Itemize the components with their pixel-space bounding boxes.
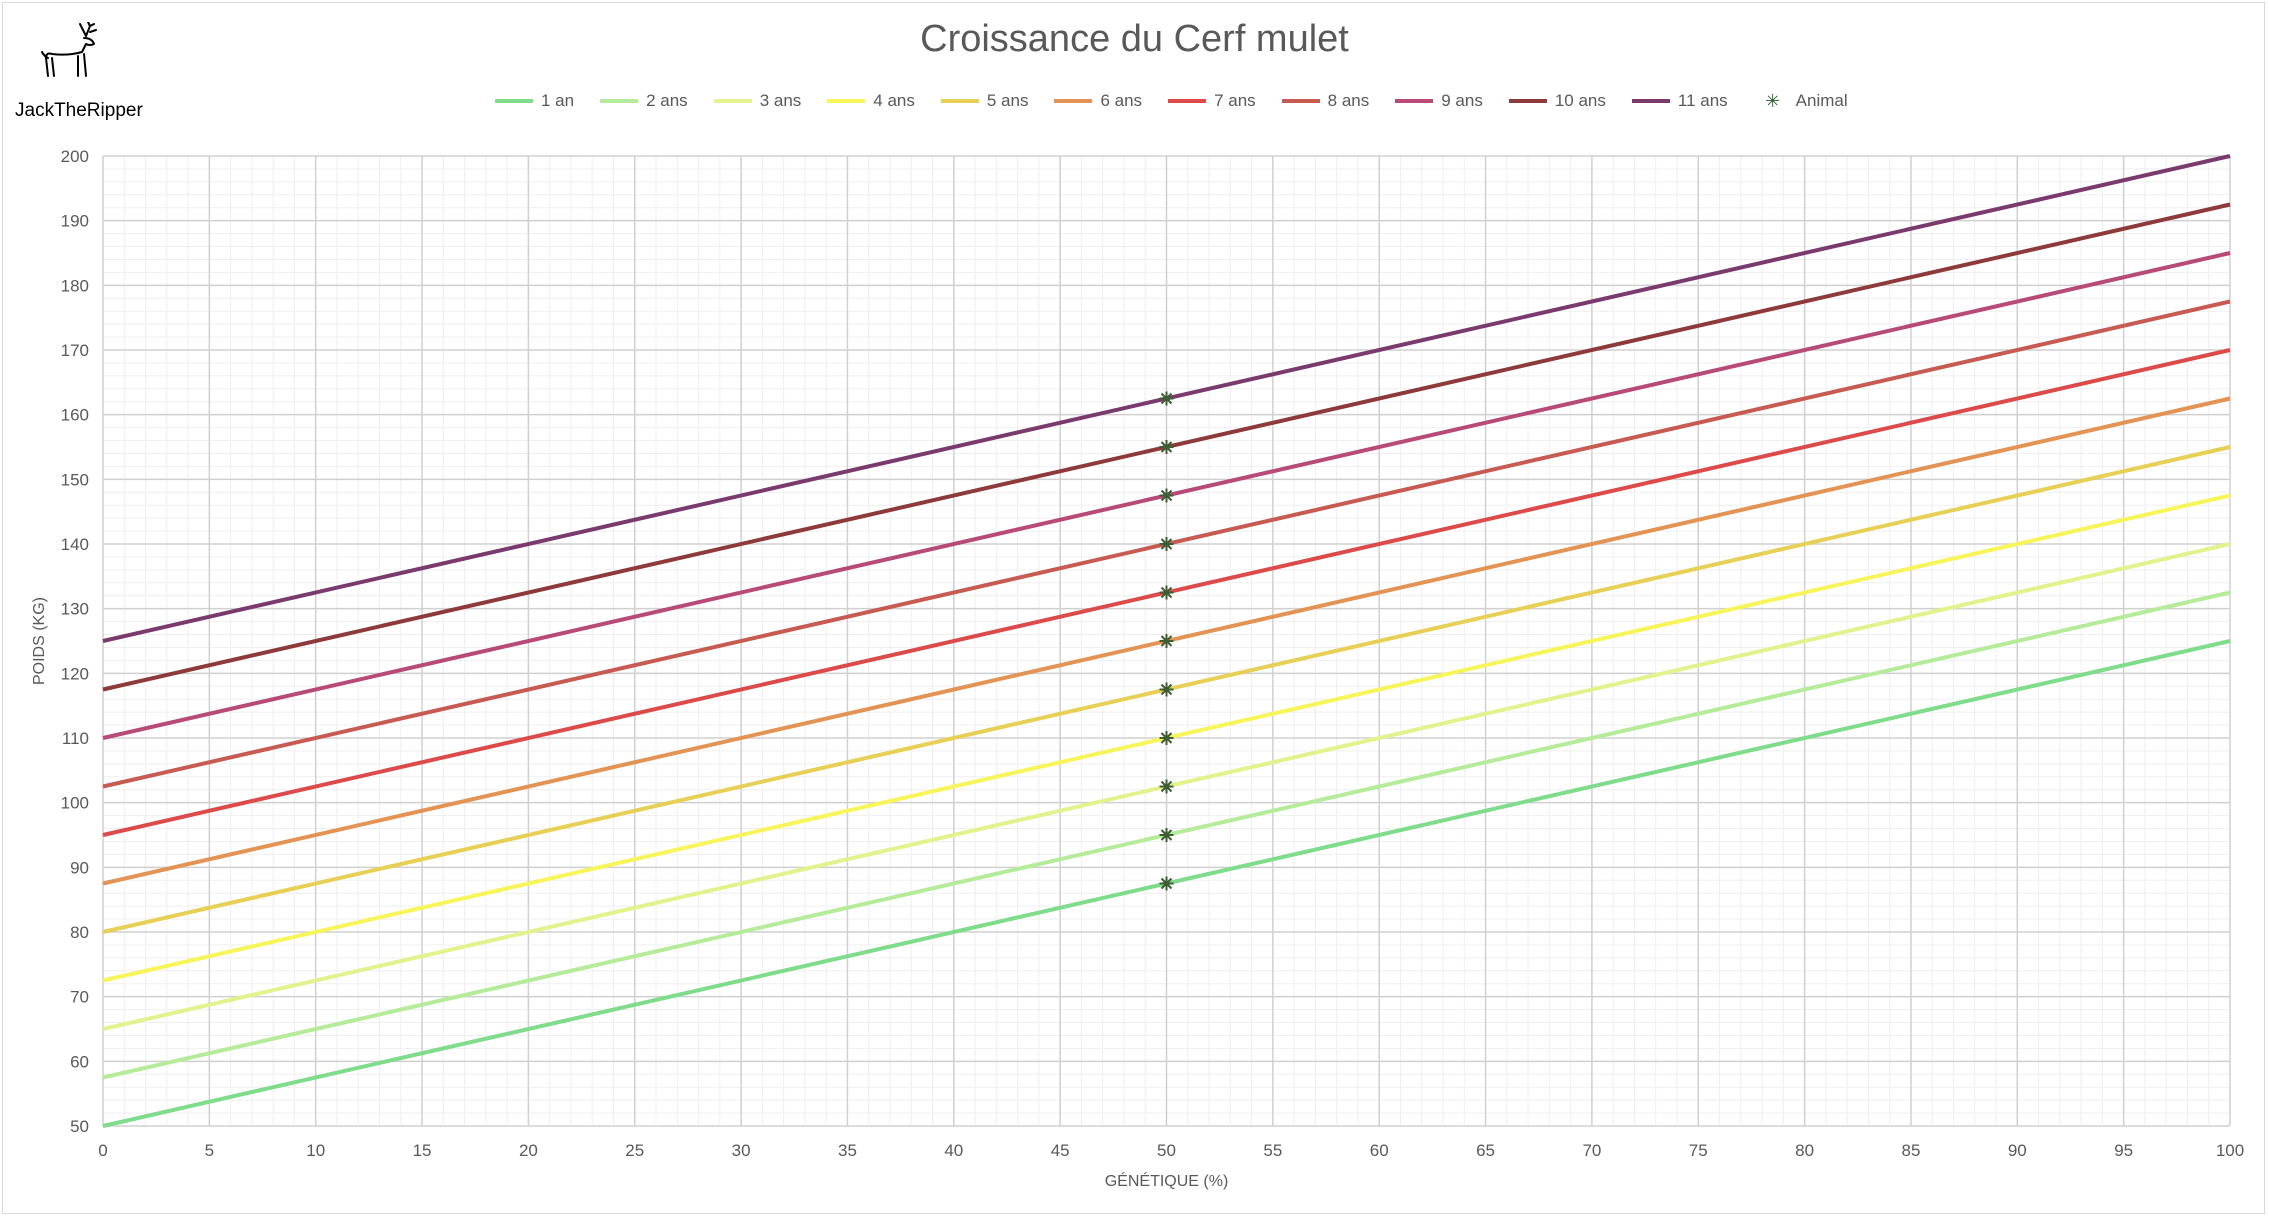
x-tick-label: 0 [98,1141,107,1160]
y-axis-title: POIDS (KG) [31,597,48,685]
animal-marker [1159,440,1174,454]
legend-label: 5 ans [986,91,1029,110]
x-tick-label: 95 [2114,1141,2133,1160]
x-tick-label: 100 [2216,1141,2244,1160]
legend-item: 10 ans [1508,91,1606,111]
animal-marker [1159,391,1174,406]
x-tick-label: 20 [519,1141,538,1160]
legend-swatch [600,99,639,103]
animal-marker [1159,682,1174,697]
legend-label: 6 ans [1100,91,1143,110]
x-tick-label: 80 [1795,1141,1814,1160]
y-tick-label: 90 [70,858,89,877]
y-tick-label: 140 [61,535,89,554]
y-tick-label: 100 [61,794,89,813]
legend-swatch [1281,99,1320,103]
x-tick-label: 50 [1157,1141,1176,1160]
legend-item: ✳ Animal [1754,91,1848,112]
x-tick-label: 25 [625,1141,644,1160]
x-tick-label: 30 [732,1141,751,1160]
x-tick-label: 90 [2008,1141,2027,1160]
legend-item: 5 ans [940,91,1029,111]
legend-item: 2 ans [600,91,688,111]
legend-label: 1 an [541,91,575,110]
legend-label: 9 ans [1441,91,1483,110]
legend-label: 4 ans [873,91,915,110]
legend-swatch [827,99,866,103]
legend-item: 3 ans [713,91,802,111]
x-tick-label: 40 [944,1141,963,1160]
legend-label: 10 ans [1554,91,1606,110]
y-tick-label: 130 [61,600,89,619]
legend-item: 11 ans [1631,91,1728,111]
legend-swatch [1631,99,1670,103]
animal-marker [1159,488,1174,503]
legend-swatch [1508,99,1547,103]
legend-swatch [713,99,752,103]
y-tick-label: 170 [61,341,89,360]
legend-item: 9 ans [1395,91,1483,111]
y-tick-label: 80 [70,923,89,942]
legend-label: 11 ans [1677,91,1728,110]
legend-swatch [495,99,533,103]
y-tick-label: 160 [61,406,89,425]
y-tick-label: 120 [61,664,89,683]
animal-marker [1159,779,1174,794]
animal-marker [1159,828,1174,842]
chart-title: Croissance du Cerf mulet [920,18,1349,60]
y-tick-label: 190 [61,212,89,231]
animal-marker [1159,537,1174,551]
legend-label: 3 ans [759,91,802,110]
y-tick-labels: 50 60 70 80 90 100 110 120 130 140 150 160 170 180 190… [61,147,89,1136]
x-tick-label: 65 [1476,1141,1495,1160]
legend-label: 8 ans [1327,91,1370,110]
animal-marker [1159,634,1174,648]
x-tick-label: 45 [1051,1141,1070,1160]
x-tick-label: 5 [205,1141,214,1160]
x-tick-label: 15 [413,1141,432,1160]
x-tick-labels: 0 5 10 15 20 25 30 35 40 45 50 55 60 65 70 75 80 85 90 95 10… [98,1141,2244,1160]
legend-label: Animal [1795,91,1848,110]
animal-marker [1159,585,1174,600]
legend-item: 6 ans [1054,91,1142,111]
y-tick-label: 50 [70,1117,89,1136]
legend-label: 7 ans [1214,91,1256,110]
legend-swatch [1168,99,1207,103]
x-tick-label: 70 [1582,1141,1601,1160]
x-axis-title: GÉNÉTIQUE (%) [1105,1171,1229,1190]
author-label: JackTheRipper [15,100,143,121]
x-tick-label: 55 [1263,1141,1282,1160]
chart-legend: 1 an 2 ans 3 ans 4 ans 5 ans 6 ans 7 ans 8 ans 9… [495,88,1874,114]
x-tick-label: 35 [838,1141,857,1160]
x-tick-label: 75 [1689,1141,1708,1160]
x-tick-label: 10 [306,1141,325,1160]
legend-item: 7 ans [1168,91,1256,111]
asterisk-icon: ✳ [1765,90,1781,111]
legend-swatch [940,99,979,103]
legend-swatch [1054,99,1093,103]
animal-markers [1159,391,1174,891]
y-tick-label: 150 [61,470,89,489]
y-tick-label: 200 [61,147,89,166]
animal-marker [1159,876,1174,891]
deer-antlers-icon [41,22,97,77]
legend-item: 4 ans [827,91,915,111]
legend-item: 8 ans [1281,91,1370,111]
y-tick-label: 60 [70,1052,89,1071]
animal-marker [1159,731,1174,745]
x-tick-label: 60 [1370,1141,1389,1160]
x-tick-label: 85 [1901,1141,1920,1160]
y-tick-label: 110 [62,729,89,748]
legend-label: 2 ans [646,91,688,110]
legend-swatch [1395,99,1434,103]
y-tick-label: 180 [61,276,89,295]
y-tick-label: 70 [70,988,89,1007]
legend-item: 1 an [495,91,574,111]
